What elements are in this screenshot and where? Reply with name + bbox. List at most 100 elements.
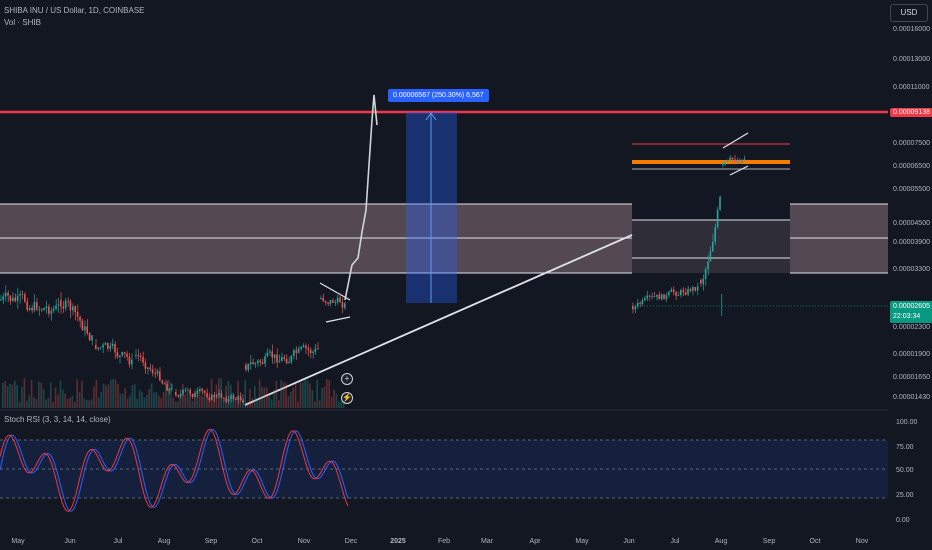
candle — [322, 297, 324, 302]
volume-bar — [280, 379, 282, 408]
candle — [281, 357, 283, 362]
candle — [320, 297, 322, 299]
candle — [324, 301, 327, 303]
volume-bar — [131, 384, 134, 408]
last-price-value: 0.00002605 — [893, 303, 930, 310]
candle — [84, 326, 86, 331]
volume-bar — [201, 396, 203, 408]
time-axis-label: 2025 — [390, 538, 406, 545]
volume-bar — [244, 380, 246, 408]
price-axis-label: 0.00002300 — [893, 324, 930, 331]
candle — [74, 306, 76, 312]
volume-bar — [208, 396, 210, 408]
volume-bar — [318, 400, 321, 408]
volume-bar — [174, 401, 177, 408]
price-axis-label: 0.00007500 — [893, 140, 930, 147]
volume-bar — [198, 388, 201, 408]
candle — [684, 292, 687, 295]
candle — [334, 302, 336, 304]
volume-bar — [119, 393, 122, 408]
candle — [700, 280, 702, 284]
volume-bar — [134, 384, 136, 408]
volume-bar — [126, 398, 129, 408]
volume-bar — [234, 396, 237, 408]
time-axis-label: Apr — [530, 538, 542, 545]
volume-bar — [38, 381, 40, 408]
candle — [189, 390, 191, 394]
candle — [634, 306, 636, 310]
volume-bar — [28, 395, 30, 408]
candle — [283, 357, 285, 359]
volume-bar — [47, 398, 50, 408]
stoch-rsi-title[interactable]: Stoch RSI (3, 3, 14, 14, close) — [4, 415, 111, 424]
price-axis-label: 0.00005500 — [893, 186, 930, 193]
candle — [327, 302, 329, 304]
candle — [341, 302, 344, 308]
volume-bar — [237, 381, 239, 408]
candle — [675, 291, 677, 296]
volume-bar — [184, 394, 186, 408]
candle — [97, 347, 99, 349]
volume-bar — [330, 396, 333, 408]
candle — [247, 364, 249, 370]
volume-bar — [160, 397, 162, 408]
volume-bar — [66, 399, 69, 408]
price-axis-label: 0.00004500 — [893, 220, 930, 227]
trendline — [244, 234, 633, 406]
candle — [215, 395, 218, 398]
volume-bar — [26, 400, 28, 408]
zone-right — [790, 204, 888, 273]
measure-arrowhead — [425, 112, 437, 121]
volume-bar — [251, 398, 254, 408]
volume-bar — [210, 378, 213, 408]
volume-bar — [232, 393, 234, 408]
candle — [653, 296, 656, 297]
volume-bar — [165, 379, 167, 408]
candle — [147, 367, 149, 369]
add-plus-icon[interactable]: + — [341, 373, 353, 385]
candle — [702, 279, 704, 284]
volume-bar — [273, 390, 275, 408]
volume-bar — [191, 400, 194, 408]
price-axis-label: 0.00011000 — [893, 84, 930, 91]
volume-bar — [4, 381, 6, 408]
time-axis-label: May — [11, 538, 25, 545]
candle — [278, 361, 281, 363]
volume-bar — [311, 389, 314, 408]
candle — [166, 384, 168, 391]
candle — [300, 347, 302, 349]
volume-bar — [220, 378, 222, 408]
currency-button[interactable]: USD — [890, 4, 928, 22]
candle — [276, 354, 278, 363]
candle — [211, 394, 213, 401]
volume-legend[interactable]: Vol · SHIB — [4, 18, 41, 27]
candle — [9, 295, 12, 301]
lightning-icon[interactable]: ⚡ — [341, 392, 353, 404]
wedge-line — [722, 132, 749, 149]
volume-bar — [64, 393, 66, 408]
candle — [644, 297, 646, 301]
volume-bar — [162, 392, 165, 408]
volume-bar — [340, 400, 342, 408]
candle — [149, 367, 151, 370]
candle — [225, 398, 227, 402]
candle — [139, 355, 142, 358]
volume-bar — [239, 393, 242, 408]
candle — [312, 351, 314, 353]
candle — [656, 294, 658, 297]
volume-bar — [35, 398, 38, 408]
symbol-title[interactable]: SHIBA INU / US Dollar, 1D, COINBASE — [4, 6, 145, 15]
candle — [329, 299, 332, 304]
candle — [135, 354, 137, 356]
candle — [62, 306, 64, 309]
volume-bar — [182, 383, 184, 408]
candle — [235, 398, 237, 400]
time-axis-label: Nov — [856, 538, 869, 545]
volume-bar — [194, 390, 196, 408]
time-axis-label: Jul — [671, 538, 680, 545]
pennant-line — [325, 316, 351, 323]
volume-bar — [333, 389, 335, 408]
candle — [168, 389, 171, 391]
volume-bar — [102, 383, 105, 408]
